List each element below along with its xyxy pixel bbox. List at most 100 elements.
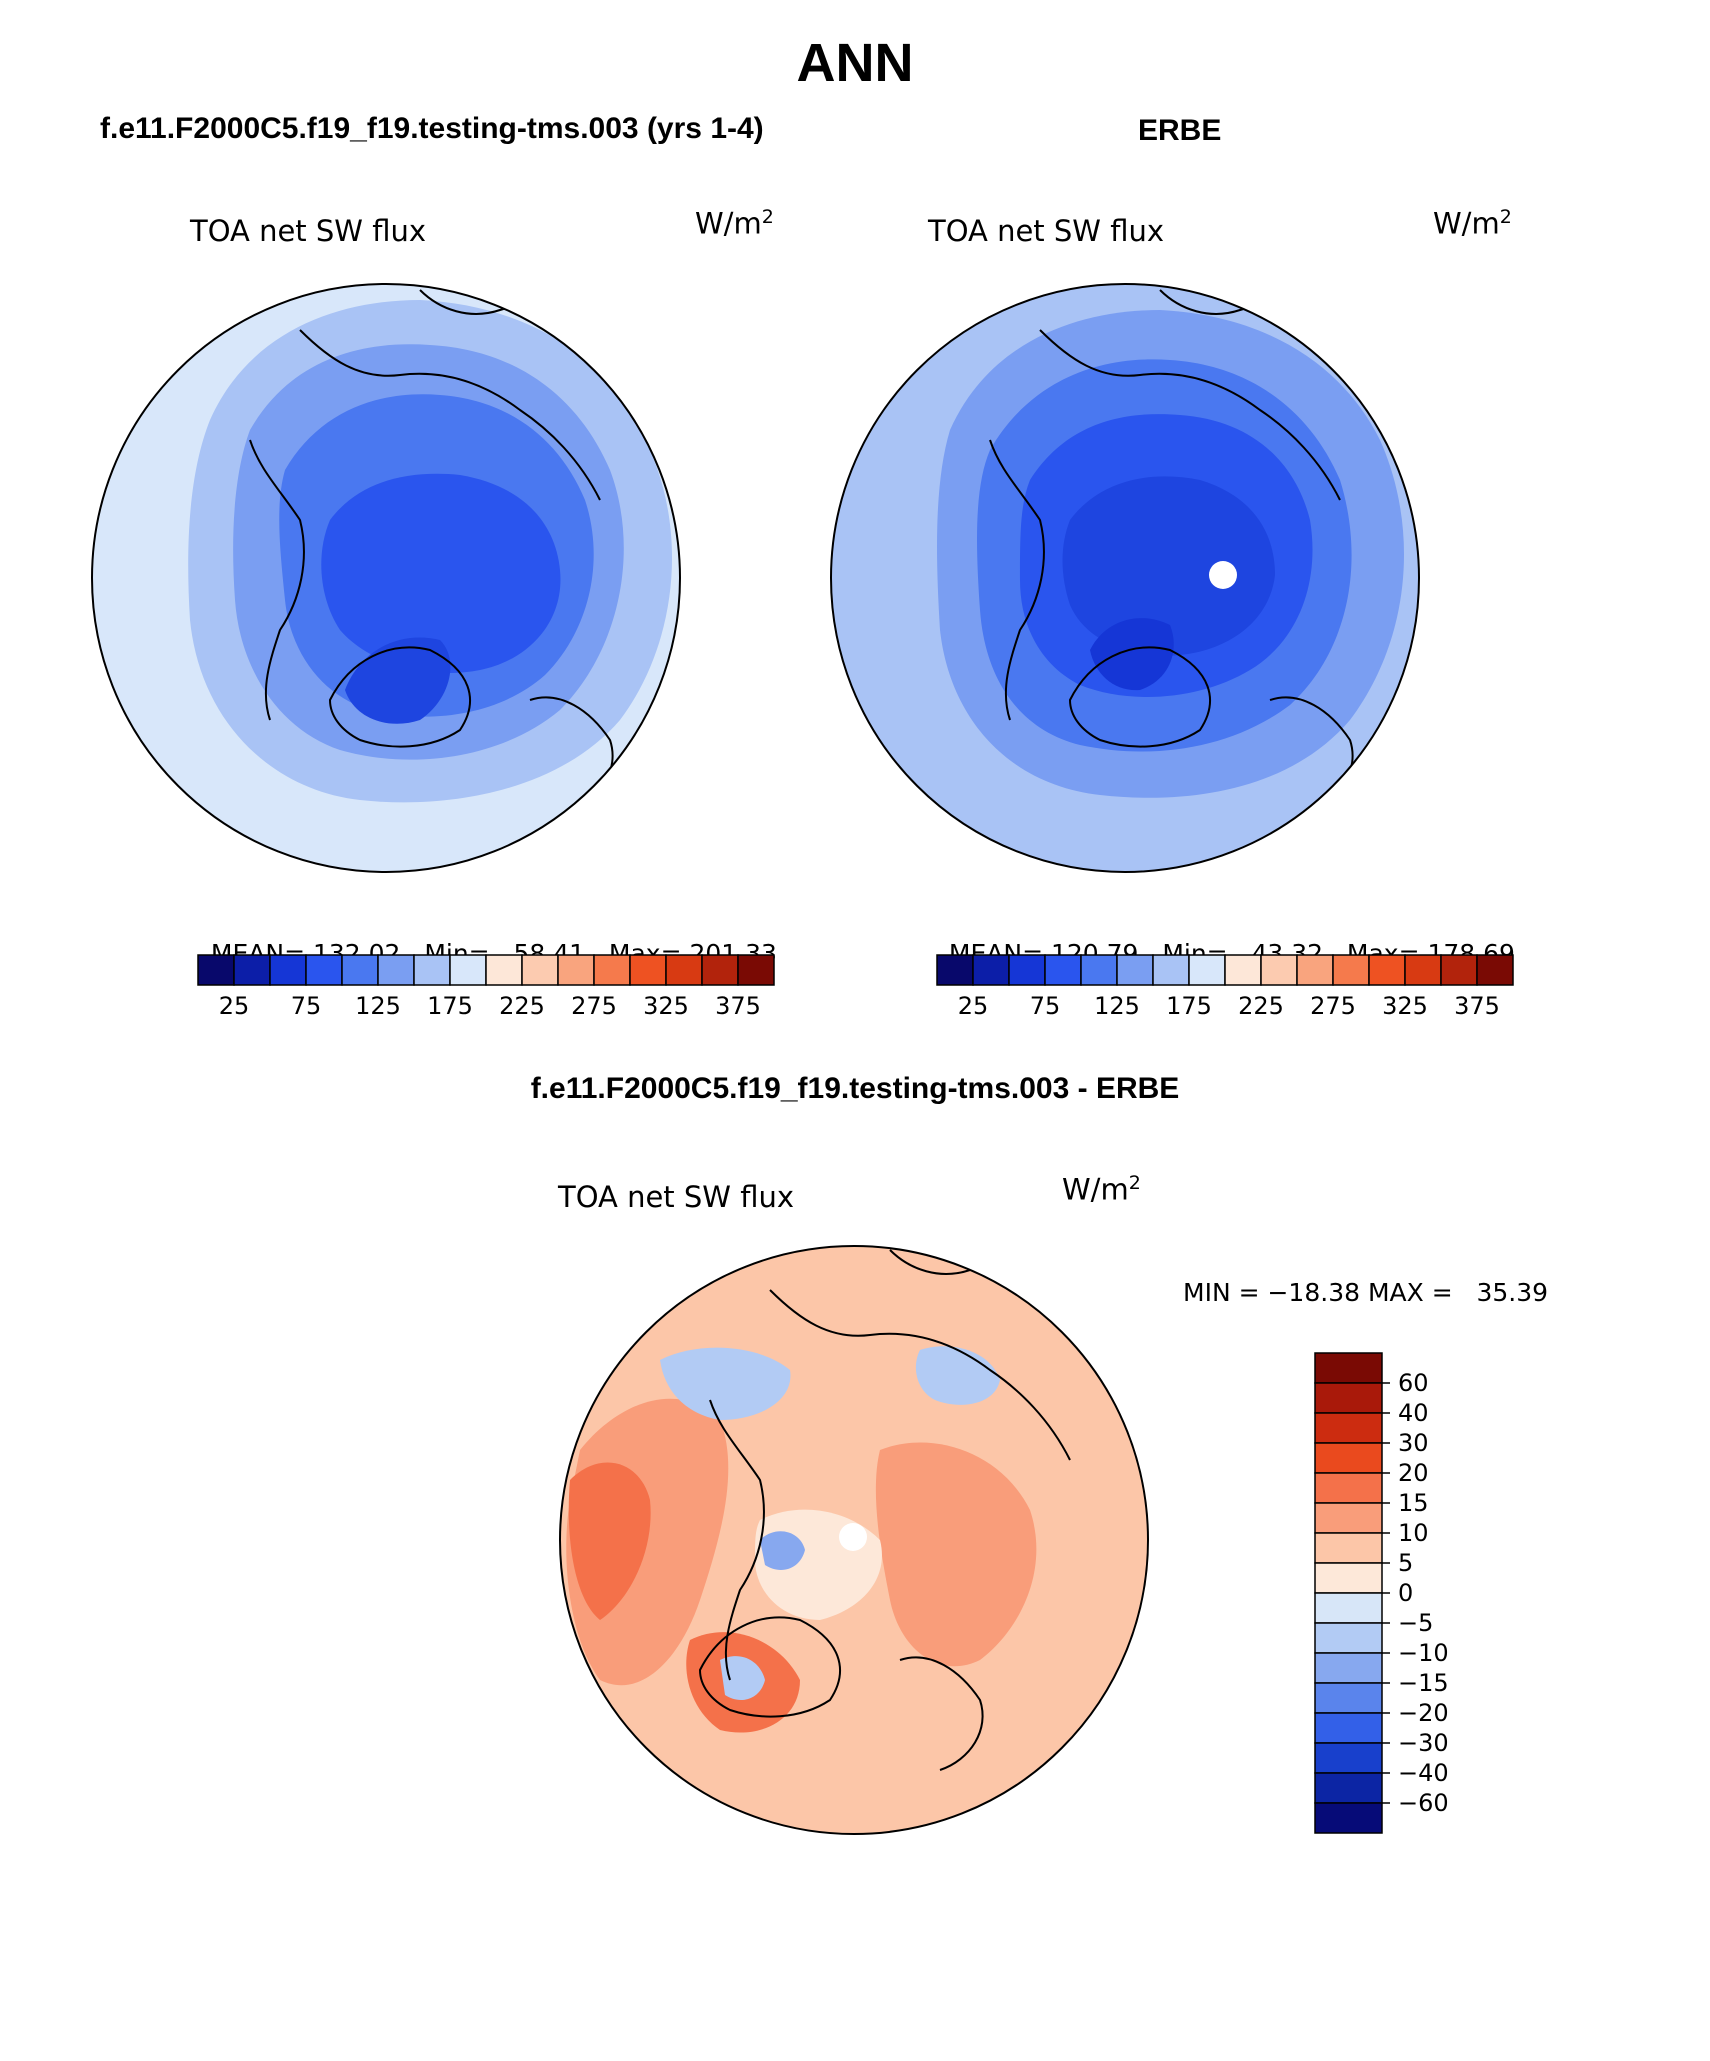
model-colorbar-tick-label: 175 <box>427 992 473 1020</box>
diff-colorbar-tick-label: −60 <box>1398 1789 1449 1817</box>
obs-colorbar-swatch <box>1332 954 1370 986</box>
obs-colorbar-swatch <box>1116 954 1154 986</box>
diff-field-cool-greenland <box>720 1656 765 1700</box>
model-colorbar-tick-label: 125 <box>355 992 401 1020</box>
diff-colorbar-tick-label: −30 <box>1398 1729 1449 1757</box>
diff-field-warm-east <box>875 1442 1037 1667</box>
diff-colorbar-swatch <box>1314 1562 1383 1594</box>
model-colorbar-swatch <box>449 954 487 986</box>
model-colorbar-swatch <box>737 954 775 986</box>
model-field-greenland-minimum <box>345 637 451 724</box>
difference-header: f.e11.F2000C5.f19_f19.testing-tms.003 - … <box>530 1072 1180 1105</box>
obs-colorbar-swatch <box>1080 954 1118 986</box>
model-colorbar-swatch <box>593 954 631 986</box>
model-colorbar-swatch <box>521 954 559 986</box>
model-case-header: f.e11.F2000C5.f19_f19.testing-tms.003 (y… <box>100 112 764 145</box>
model-colorbar-tick-label: 275 <box>571 992 617 1020</box>
model-colorbar-swatch <box>197 954 235 986</box>
diff-colorbar-tick-label: −10 <box>1398 1639 1449 1667</box>
diff-colorbar-tick-label: 60 <box>1398 1369 1429 1397</box>
obs-colorbar-swatch <box>1188 954 1226 986</box>
obs-colorbar-swatch <box>1296 954 1334 986</box>
obs-colorbar-tick-label: 125 <box>1094 992 1140 1020</box>
diff-colorbar-tick-label: 5 <box>1398 1549 1413 1577</box>
diff-units-label: W/m2 <box>1062 1172 1141 1207</box>
obs-colorbar-tick-label: 275 <box>1310 992 1356 1020</box>
model-colorbar-tick-label: 325 <box>643 992 689 1020</box>
diff-units-text: W/m <box>1062 1172 1129 1207</box>
diff-colorbar-tick-label: 20 <box>1398 1459 1429 1487</box>
obs-field-core <box>1062 476 1275 656</box>
diff-colorbar-swatch <box>1314 1652 1383 1684</box>
obs-units-text: W/m <box>1433 206 1500 241</box>
model-colorbar: 25 75 125 175 225 275 325 375 <box>197 954 775 1020</box>
diff-coast-scandinavia <box>899 1656 984 1771</box>
diff-colorbar-swatch <box>1314 1502 1383 1534</box>
obs-pole-mask <box>1209 561 1237 589</box>
obs-coastlines <box>989 289 1354 811</box>
model-colorbar-swatch <box>629 954 667 986</box>
obs-units-exponent: 2 <box>1499 206 1512 228</box>
diff-colorbar-tick-label: −15 <box>1398 1669 1449 1697</box>
diff-colorbar-swatch <box>1314 1442 1383 1474</box>
obs-colorbar-tick-label: 325 <box>1382 992 1428 1020</box>
obs-colorbar-swatch <box>1404 954 1442 986</box>
obs-colorbar-swatch <box>1008 954 1046 986</box>
diff-colorbar-swatch <box>1314 1802 1383 1834</box>
obs-field-greenland-minimum <box>1090 618 1174 691</box>
obs-colorbar-tick-label: 375 <box>1454 992 1500 1020</box>
model-colorbar-tick-label: 225 <box>499 992 545 1020</box>
model-colorbar-swatch <box>557 954 595 986</box>
diff-colorbar-swatch <box>1314 1382 1383 1414</box>
obs-colorbar: 25 75 125 175 225 275 325 375 <box>936 954 1514 1020</box>
diff-colorbar-swatch <box>1314 1712 1383 1744</box>
obs-colorbar-tick-label: 175 <box>1166 992 1212 1020</box>
obs-colorbar-swatch <box>1440 954 1478 986</box>
obs-colorbar-swatch <box>1044 954 1082 986</box>
diff-units-exponent: 2 <box>1128 1172 1141 1194</box>
model-coast-canada <box>249 439 305 721</box>
diff-colorbar-swatch <box>1314 1772 1383 1804</box>
model-colorbar-tick-label: 375 <box>715 992 761 1020</box>
model-colorbar-swatch <box>269 954 307 986</box>
diff-colorbar-swatch <box>1314 1412 1383 1444</box>
model-units-exponent: 2 <box>761 206 774 228</box>
model-units-label: W/m2 <box>695 206 774 241</box>
obs-polar-map <box>830 283 1420 873</box>
obs-colorbar-tick-label: 25 <box>958 992 989 1020</box>
diff-colorbar-swatch <box>1314 1742 1383 1774</box>
diff-field-cooler-archipelago <box>760 1531 805 1570</box>
diff-colorbar-tick-label: 30 <box>1398 1429 1429 1457</box>
difference-polar-map <box>559 1245 1149 1835</box>
diff-coast-siberia <box>769 1289 1071 1461</box>
diff-colorbar-swatch <box>1314 1352 1383 1384</box>
diff-pole-mask <box>839 1523 867 1551</box>
obs-coast-siberia <box>1039 329 1341 501</box>
obs-colorbar-swatch <box>972 954 1010 986</box>
diff-colorbar-tick-label: 40 <box>1398 1399 1429 1427</box>
model-colorbar-swatch <box>305 954 343 986</box>
model-coast-greenland <box>328 646 471 748</box>
obs-units-label: W/m2 <box>1433 206 1512 241</box>
diff-colorbar-tick-label: 10 <box>1398 1519 1429 1547</box>
obs-colorbar-swatch <box>1368 954 1406 986</box>
diff-coast-greenland <box>698 1616 841 1718</box>
diff-colorbar-tick-label: 15 <box>1398 1489 1429 1517</box>
diff-colorbar-swatch <box>1314 1592 1383 1624</box>
diff-colorbar-swatch <box>1314 1682 1383 1714</box>
diff-colorbar-swatch <box>1314 1472 1383 1504</box>
obs-coast-greenland <box>1068 646 1211 748</box>
diff-field-cool-northeast <box>915 1346 1000 1405</box>
diff-variable-label: TOA net SW flux <box>558 1180 795 1214</box>
diff-coast-canada <box>709 1399 765 1681</box>
model-colorbar-tick-label: 25 <box>219 992 250 1020</box>
obs-colorbar-tick-label: 75 <box>1030 992 1061 1020</box>
model-colorbar-swatch <box>665 954 703 986</box>
model-map-boundary <box>91 283 681 873</box>
obs-colorbar-tick-label: 225 <box>1238 992 1284 1020</box>
diff-min-max: MIN = −18.38 MAX = 35.39 <box>1183 1278 1549 1307</box>
obs-colorbar-swatch <box>936 954 974 986</box>
obs-map-boundary <box>830 283 1420 873</box>
